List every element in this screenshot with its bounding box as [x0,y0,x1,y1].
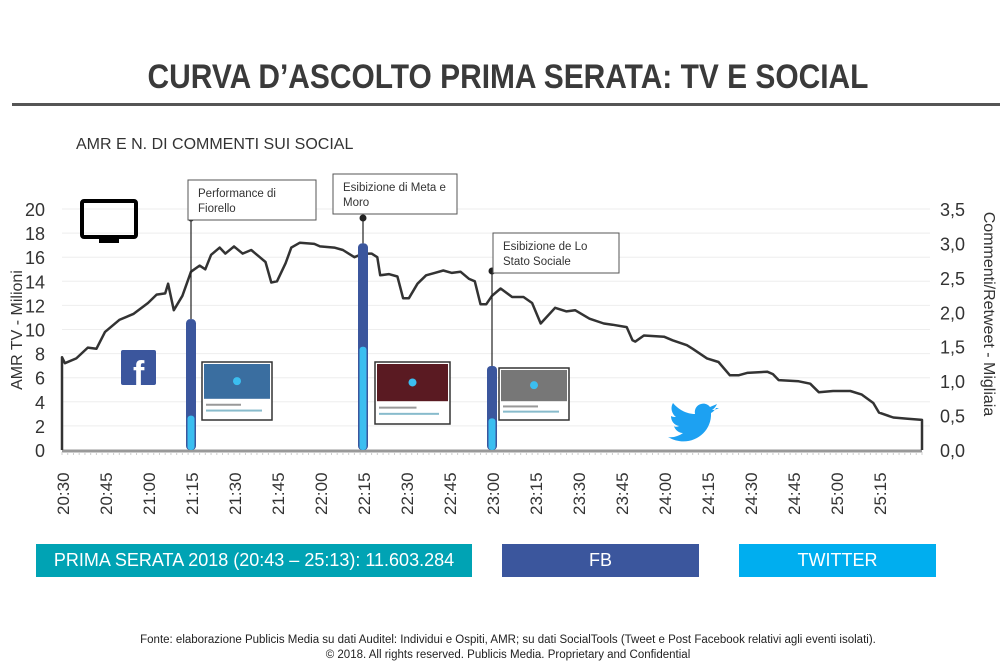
facebook-icon-glyph: f [133,355,145,393]
amr-line [60,241,924,450]
annotation-text: Performance di [198,188,276,200]
chart-subtitle: AMR E N. DI COMMENTI SUI SOCIAL [76,136,354,153]
y2-tick-label: 2,0 [940,303,965,323]
annotation-box [332,173,458,215]
y2-tick-label: 1,5 [940,338,965,358]
y-tick-label: 14 [25,272,45,292]
play-icon [530,381,538,390]
y2-tick-label: 3,5 [940,200,965,220]
legend-label: TWITTER [797,550,878,570]
tweet-text-line [503,410,559,413]
legend-label: PRIMA SERATA 2018 (20:43 – 25:13): 11.60… [53,550,455,570]
y2-tick-label: 0,5 [940,407,965,427]
legend-prima-serata: PRIMA SERATA 2018 (20:43 – 25:13): 11.60… [36,544,472,577]
twitter-bar [359,346,367,450]
x-tick-label: 22:30 [398,472,417,515]
annotation-text: Fiorello [198,203,236,215]
twitter-icon [668,403,719,442]
x-tick-label: 21:30 [226,472,245,515]
y-tick-label: 10 [25,321,45,341]
play-icon [233,377,241,386]
x-tick-label: 22:00 [312,472,331,515]
x-tick-label: 23:00 [484,472,503,515]
x-tick-label: 23:30 [570,472,589,515]
chart: 0 2 4 6 8 10 12 14 16 18 20 0,0 0,5 1,0 1,5 2,0 2,5 3,0 3,… [9,173,997,515]
x-tick-label: 23:15 [527,472,546,515]
y2-tick-label: 2,5 [940,269,965,289]
y-tick-label: 20 [25,200,45,220]
annotation-box [187,179,317,221]
y-tick-label: 8 [35,345,45,365]
footer: Fonte: elaborazione Publicis Media su da… [0,633,1000,663]
annotation-text: Stato Sociale [503,256,571,268]
x-tick-label: 24:15 [699,472,718,515]
annotation-text: Esibizione di Meta e [343,182,446,194]
y2-tick-label: 3,0 [940,234,965,254]
y-axis-label: AMR TV - Milioni [9,270,26,390]
tweet-text-line [379,406,417,409]
x-tick-label: 22:45 [441,472,460,515]
tv-icon [80,199,138,243]
legend-twitter: TWITTER [739,544,936,577]
facebook-icon [121,350,156,385]
x-tick-label: 21:15 [183,472,202,515]
x-tick-label: 24:30 [742,472,761,515]
title-divider [12,103,1000,106]
x-tick-label: 24:00 [656,472,675,515]
tweet-text-line [206,403,241,406]
y-tick-label: 18 [25,224,45,244]
y-tick-label: 12 [25,296,45,316]
tweet-text-line [503,405,538,408]
legend-label: FB [588,550,612,570]
footer-copyright: © 2018. All rights reserved. Publicis Me… [325,649,691,661]
x-tick-label: 24:45 [785,472,804,515]
x-tick-label: 23:45 [613,472,632,515]
x-tick-label: 21:00 [140,472,159,515]
tweet-text-line [206,409,262,412]
x-tick-label: 25:15 [871,472,890,515]
annotation-text: Esibizione de Lo [503,241,587,253]
y2-axis-label: Commenti/Retweet - Migliaia [980,212,997,417]
footer-source: Fonte: elaborazione Publicis Media su da… [140,634,876,646]
y-tick-label: 0 [35,441,45,461]
annotation-box [492,232,620,274]
twitter-bar [187,415,195,450]
tweet-text-line [379,412,439,415]
play-icon [408,378,417,387]
annotation-marker [359,214,367,222]
legend-fb: FB [502,544,699,577]
y-tick-label: 6 [35,369,45,389]
x-tick-label: 20:30 [54,472,73,515]
x-tick-label: 21:45 [269,472,288,515]
x-tick-label: 25:00 [828,472,847,515]
y-tick-label: 16 [25,248,45,268]
y2-tick-label: 0,0 [940,441,965,461]
annotation-text: Moro [343,197,369,209]
page-title: CURVA D’ASCOLTO PRIMA SERATA: TV E SOCIA… [147,58,869,96]
y2-tick-label: 1,0 [940,372,965,392]
y-tick-label: 2 [35,417,45,437]
y-tick-label: 4 [35,393,45,413]
twitter-bar [488,418,496,450]
x-tick-label: 20:45 [97,472,116,515]
x-tick-label: 22:15 [355,472,374,515]
